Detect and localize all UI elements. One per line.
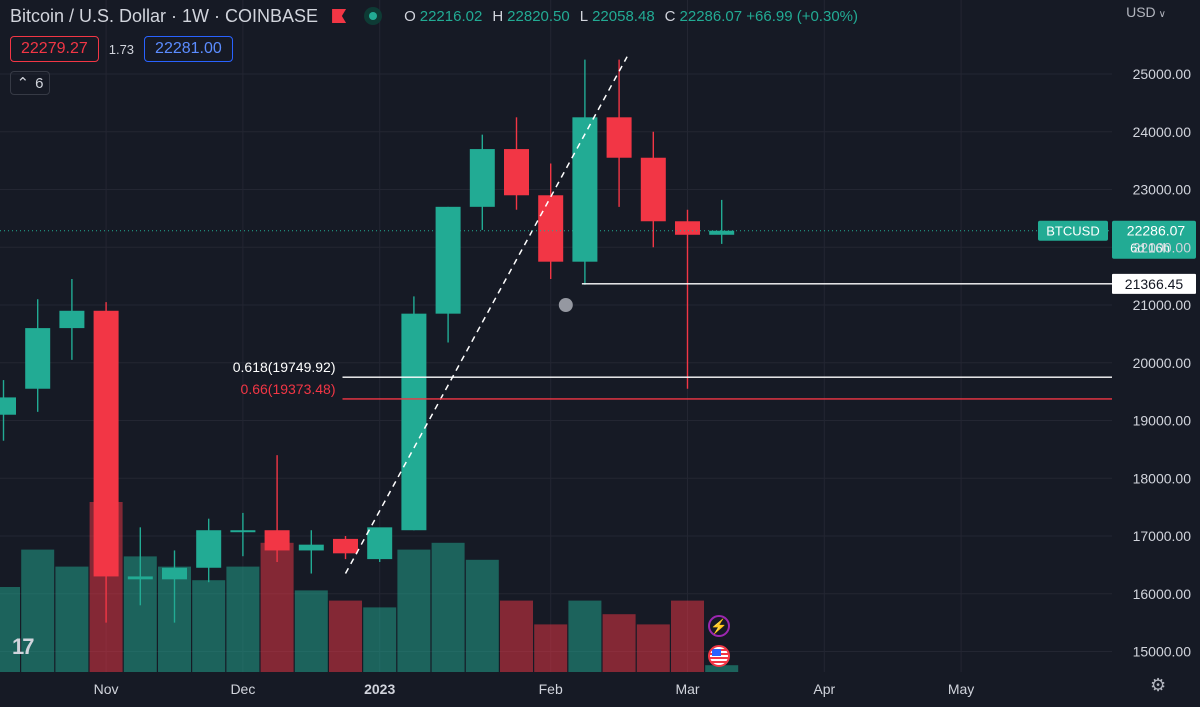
price-tag-bg [1112,273,1196,294]
candle-body[interactable] [162,567,187,580]
open-value: 22216.02 [419,7,483,25]
current-price-label: 22286.07 [1127,223,1186,239]
volume-bar [226,566,260,672]
candle-body[interactable] [298,544,324,551]
y-axis-tick-label: 19000.00 [1133,413,1192,429]
volume-bar [534,624,568,672]
spread-value: 1.73 [108,41,135,57]
candle-body[interactable] [469,149,495,207]
x-axis-tick-label: Mar [675,681,699,697]
candle-body[interactable] [196,530,222,568]
low-value: 22058.48 [592,7,655,25]
candle-body[interactable] [709,230,735,235]
indicators-toggle[interactable]: ⌃ 6 [10,71,50,95]
fib-level-label: 0.66(19373.48) [241,381,336,397]
trend-line[interactable] [344,56,628,574]
symbol-title[interactable]: Bitcoin / U.S. Dollar · 1W · COINBASE [10,5,319,26]
x-axis-tick-label: Nov [94,681,119,697]
close-key: C [664,7,676,25]
low-key: L [579,7,589,25]
current-price-tag-bg [1112,220,1196,259]
candle-body[interactable] [59,310,85,329]
volume-bar [705,665,739,672]
y-axis-tick-label: 17000.00 [1133,528,1192,544]
volume-bar [294,590,328,672]
candle-body[interactable] [127,576,153,580]
candle-body[interactable] [401,313,427,531]
volume-bar [500,600,533,672]
currency-label: USD [1126,4,1156,20]
high-value: 22820.50 [507,7,570,25]
candle-body[interactable] [435,206,461,314]
sell-button[interactable]: 22279.27 [10,36,99,62]
volume-bar [636,624,670,672]
alarm-clock-icon[interactable] [558,298,573,312]
candle-body[interactable] [230,530,256,533]
y-axis-tick-label: 18000.00 [1133,470,1192,486]
x-axis-tick-label: Apr [813,681,835,697]
currency-selector[interactable]: USD ∨ [1126,4,1166,20]
candle-body[interactable] [25,328,51,389]
volume-bar [465,559,499,672]
gear-icon[interactable]: ⚙ [1150,675,1167,695]
indicator-count: 6 [35,74,44,92]
candle-body[interactable] [93,310,119,577]
volume-bar [329,600,362,672]
volume-bar [21,549,55,672]
candle-body[interactable] [606,117,632,158]
market-status-icon[interactable] [364,7,383,25]
y-axis-tick-label: 20000.00 [1133,355,1192,371]
x-axis-tick-label: 2023 [364,681,395,697]
y-axis-tick-label: 16000.00 [1133,586,1192,602]
volume-bar [363,607,397,672]
buy-button[interactable]: 22281.00 [144,36,233,62]
candle-body[interactable] [640,157,666,222]
volume-bar [602,614,636,672]
x-axis-tick-label: Dec [230,681,255,697]
lightning-icon[interactable]: ⚡ [708,615,730,637]
candle-body[interactable] [367,527,393,560]
volume-bar [671,600,704,672]
price-tag-label: 21366.45 [1125,276,1184,292]
candle-body[interactable] [572,117,598,262]
high-key: H [492,7,504,25]
chevron-down-icon: ∨ [1158,9,1166,20]
tradingview-logo[interactable]: 17 [12,634,35,659]
symbol-tag-label: BTCUSD [1046,224,1099,239]
volume-bar [0,587,20,672]
symbol-tag-bg [1038,220,1108,241]
y-axis-tick-label: 25000.00 [1133,66,1192,82]
volume-bar [431,542,465,672]
volume-bar [260,542,294,672]
candle-body[interactable] [264,530,290,551]
y-axis-tick-label: 22000.00 [1133,239,1192,255]
y-axis-tick-label: 24000.00 [1133,124,1192,140]
ohlc-values: O 22216.02 H 22820.50 L 22058.48 C 22286.07 … [404,8,864,25]
y-axis-tick-label: 21000.00 [1133,297,1192,313]
candle-body[interactable] [333,538,358,554]
volume-bar [568,600,602,672]
volume-bar [192,580,226,672]
x-axis-tick-label: May [948,681,974,697]
y-axis-tick-label: 15000.00 [1133,644,1192,660]
volume-bar [55,566,89,672]
flag-icon[interactable] [332,9,347,23]
x-axis-tick-label: Feb [539,681,563,697]
candle-body[interactable] [504,149,529,196]
chevron-up-icon: ⌃ [16,75,30,92]
countdown-label: 6d 16h [1130,241,1170,256]
candle-body[interactable] [0,397,16,415]
fib-level-label: 0.618(19749.92) [233,359,336,375]
candle-body[interactable] [538,195,564,262]
y-axis-tick-label: 23000.00 [1133,182,1192,198]
candle-body[interactable] [675,221,700,235]
open-key: O [404,7,416,25]
us-flag-icon[interactable] [708,645,730,667]
volume-bar [397,549,431,672]
buy-sell-panel: 22279.27 1.73 22281.00 [10,36,233,62]
close-value: 22286.07 +66.99 (+0.30%) [679,7,858,25]
